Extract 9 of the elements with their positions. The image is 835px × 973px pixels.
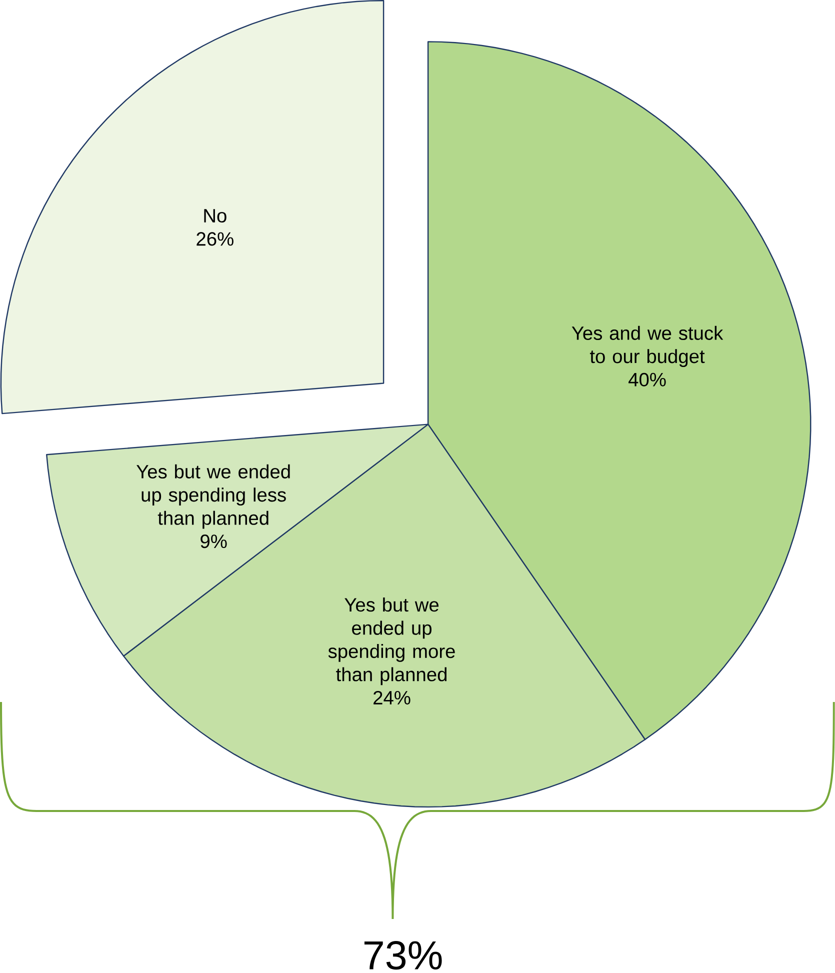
slice-label: Yes but we ended up spending more than planned — [328, 598, 455, 686]
data-label: 40% — [628, 372, 666, 386]
data-label: 24% — [374, 690, 410, 704]
slice-label: Yes but we ended up spending less than planned — [136, 464, 290, 529]
data-label: 26% — [196, 232, 234, 246]
text: 73% — [364, 941, 442, 970]
data-label: 9% — [200, 534, 227, 548]
slice-label: Yes and we stuck to our budget — [572, 326, 724, 367]
slice-label: No — [204, 209, 226, 223]
